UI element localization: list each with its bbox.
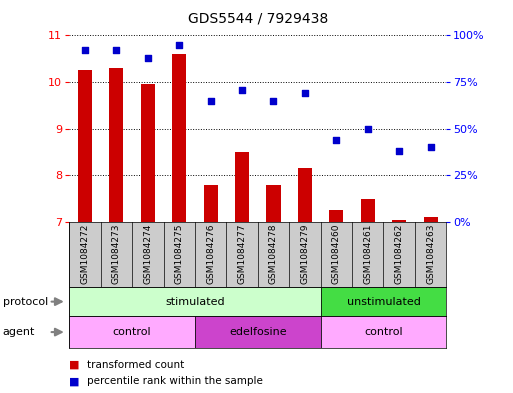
Text: control: control (364, 327, 403, 337)
Point (426, 144, 435, 151)
Text: ■: ■ (69, 360, 80, 370)
Text: percentile rank within the sample: percentile rank within the sample (87, 376, 263, 386)
Bar (424, 217, 438, 222)
Text: GSM1084261: GSM1084261 (363, 224, 372, 285)
Text: GSM1084262: GSM1084262 (394, 224, 404, 285)
Text: GSM1084279: GSM1084279 (301, 224, 309, 285)
Text: GSM1084275: GSM1084275 (175, 224, 184, 285)
Bar (78, 70, 92, 222)
Point (81, 47, 89, 53)
Text: GSM1084263: GSM1084263 (426, 224, 435, 285)
Bar (141, 84, 155, 222)
Text: GDS5544 / 7929438: GDS5544 / 7929438 (188, 11, 328, 26)
Bar (69, 287, 321, 316)
Text: GSM1084273: GSM1084273 (112, 224, 121, 285)
Bar (204, 185, 218, 222)
Text: GSM1084278: GSM1084278 (269, 224, 278, 285)
Bar (329, 210, 343, 222)
Text: GSM1084272: GSM1084272 (81, 224, 89, 285)
Point (144, 55, 152, 61)
Point (112, 47, 121, 53)
Bar (321, 316, 446, 348)
Bar (69, 316, 195, 348)
Text: GSM1084277: GSM1084277 (238, 224, 247, 285)
Text: ■: ■ (69, 376, 80, 386)
Bar (195, 316, 321, 348)
Text: edelfosine: edelfosine (229, 327, 287, 337)
Point (395, 148, 403, 154)
Point (238, 86, 246, 93)
Point (175, 42, 183, 48)
Text: transformed count: transformed count (87, 360, 185, 370)
Point (207, 97, 215, 104)
Bar (392, 220, 406, 222)
Bar (266, 185, 281, 222)
Text: protocol: protocol (3, 297, 48, 307)
Text: GSM1084274: GSM1084274 (143, 224, 152, 285)
Point (364, 125, 372, 132)
Text: GSM1084260: GSM1084260 (332, 224, 341, 285)
Bar (361, 199, 375, 222)
Point (269, 97, 278, 104)
Text: control: control (113, 327, 151, 337)
Bar (298, 168, 312, 222)
Bar (321, 287, 446, 316)
Bar (109, 68, 124, 222)
Bar (172, 54, 186, 222)
Text: stimulated: stimulated (165, 297, 225, 307)
Point (332, 137, 341, 143)
Text: unstimulated: unstimulated (346, 297, 421, 307)
Text: GSM1084276: GSM1084276 (206, 224, 215, 285)
Point (301, 90, 309, 96)
Text: agent: agent (3, 327, 35, 337)
Bar (235, 152, 249, 222)
